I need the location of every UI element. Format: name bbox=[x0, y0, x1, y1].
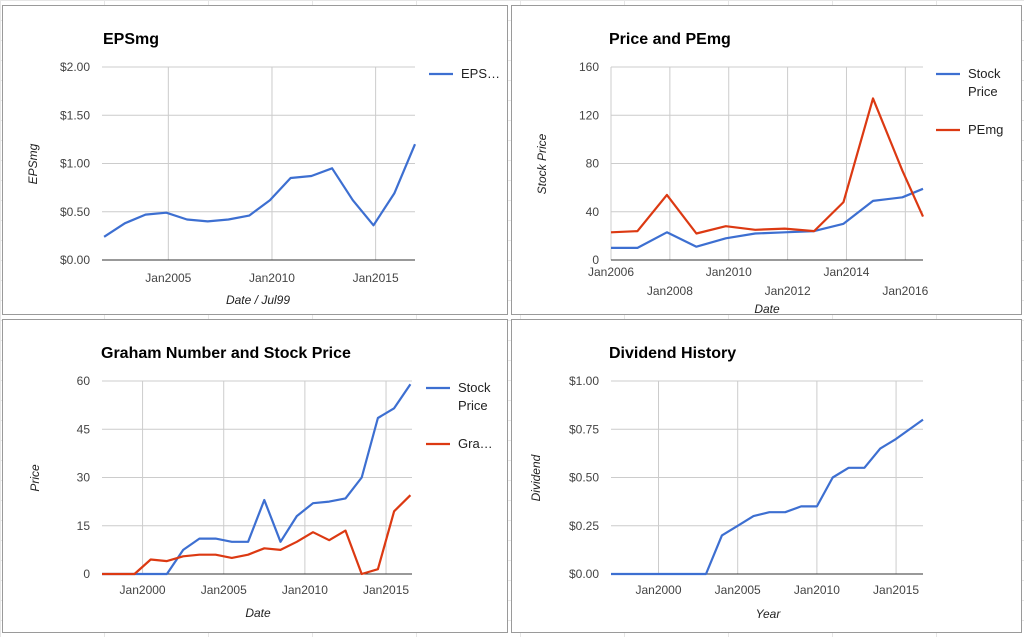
y-axis-label: Stock Price bbox=[535, 133, 549, 194]
x-axis-label: Date / Jul99 bbox=[226, 293, 290, 307]
y-tick-label: 15 bbox=[77, 519, 91, 533]
x-tick-label: Jan2000 bbox=[635, 583, 681, 597]
x-tick-label: Jan2005 bbox=[715, 583, 761, 597]
y-tick-label: $0.50 bbox=[569, 471, 599, 485]
y-tick-label: $0.75 bbox=[569, 422, 599, 436]
legend-label: Price bbox=[458, 398, 488, 413]
y-tick-label: $0.00 bbox=[569, 567, 599, 581]
series-line bbox=[611, 418, 924, 576]
legend-label: Price bbox=[968, 84, 998, 99]
y-tick-label: 40 bbox=[586, 205, 600, 219]
chart-svg: Graham Number and Stock Price 0 15 30 45 60 Ja… bbox=[28, 345, 493, 620]
y-tick-label: $1.00 bbox=[60, 157, 90, 171]
x-tick-label: Jan2010 bbox=[706, 265, 752, 279]
x-tick-label: Jan2010 bbox=[249, 271, 295, 285]
y-axis-label: Dividend bbox=[529, 454, 543, 501]
y-tick-label: $2.00 bbox=[60, 60, 90, 74]
x-tick-label: Jan2005 bbox=[145, 271, 191, 285]
x-tick-label: Jan2010 bbox=[282, 583, 328, 597]
series-line bbox=[611, 187, 924, 249]
x-tick-label: Jan2005 bbox=[201, 583, 247, 597]
x-axis-label: Date bbox=[245, 606, 271, 620]
series-line bbox=[102, 494, 412, 576]
eps-chart-panel[interactable]: EPSmg $0.00 $0.50 $1.00 $1.50 $2.00 Jan2005 Jan… bbox=[2, 5, 508, 315]
legend-label: PEmg bbox=[968, 122, 1003, 137]
x-tick-label: Jan2014 bbox=[823, 265, 869, 279]
price-pe-chart-panel[interactable]: Price and PEmg 0 40 80 120 160 Jan2006 Jan2008 J… bbox=[511, 5, 1022, 316]
y-tick-label: 80 bbox=[586, 157, 600, 171]
x-axis-label: Date bbox=[754, 302, 780, 316]
x-tick-label: Jan2016 bbox=[882, 284, 928, 298]
y-tick-label: $1.00 bbox=[569, 374, 599, 388]
chart-title: EPSmg bbox=[103, 31, 159, 48]
chart-svg: Price and PEmg 0 40 80 120 160 Jan2006 Jan2008 J… bbox=[535, 31, 1003, 316]
y-tick-label: 0 bbox=[592, 253, 599, 267]
y-tick-label: 30 bbox=[77, 471, 91, 485]
y-axis-label: Price bbox=[28, 464, 42, 492]
legend-label: Stock bbox=[968, 66, 1001, 81]
x-tick-label: Jan2015 bbox=[353, 271, 399, 285]
y-tick-label: $0.00 bbox=[60, 253, 90, 267]
x-tick-label: Jan2010 bbox=[794, 583, 840, 597]
dividend-chart-panel[interactable]: Dividend History $0.00 $0.25 $0.50 $0.75 $1.0… bbox=[511, 319, 1022, 633]
y-axis-label: EPSmg bbox=[26, 143, 40, 184]
graham-chart-panel[interactable]: Graham Number and Stock Price 0 15 30 45 60 Ja… bbox=[2, 319, 508, 633]
y-tick-label: 45 bbox=[77, 422, 91, 436]
chart-title: Dividend History bbox=[609, 345, 736, 362]
y-tick-label: 60 bbox=[77, 374, 91, 388]
x-axis-label: Year bbox=[756, 607, 782, 621]
y-tick-label: 160 bbox=[579, 60, 599, 74]
chart-title: Price and PEmg bbox=[609, 31, 731, 48]
y-tick-label: $1.50 bbox=[60, 108, 90, 122]
y-tick-label: 120 bbox=[579, 108, 599, 122]
series-line bbox=[610, 97, 925, 235]
chart-title: Graham Number and Stock Price bbox=[101, 345, 351, 362]
x-tick-label: Jan2015 bbox=[363, 583, 409, 597]
legend-label: Stock bbox=[458, 380, 491, 395]
y-tick-label: 0 bbox=[83, 567, 90, 581]
series-line bbox=[103, 143, 417, 238]
legend-label: Gra… bbox=[458, 436, 493, 451]
legend-label: EPS… bbox=[461, 66, 500, 81]
chart-svg: Dividend History $0.00 $0.25 $0.50 $0.75 $1.0… bbox=[529, 345, 924, 621]
x-tick-label: Jan2012 bbox=[765, 284, 811, 298]
series-line bbox=[102, 383, 412, 576]
x-tick-label: Jan2008 bbox=[647, 284, 693, 298]
chart-svg: EPSmg $0.00 $0.50 $1.00 $1.50 $2.00 Jan2005 Jan… bbox=[26, 31, 500, 307]
x-tick-label: Jan2015 bbox=[873, 583, 919, 597]
y-tick-label: $0.50 bbox=[60, 205, 90, 219]
y-tick-label: $0.25 bbox=[569, 519, 599, 533]
x-tick-label: Jan2000 bbox=[120, 583, 166, 597]
x-tick-label: Jan2006 bbox=[588, 265, 634, 279]
